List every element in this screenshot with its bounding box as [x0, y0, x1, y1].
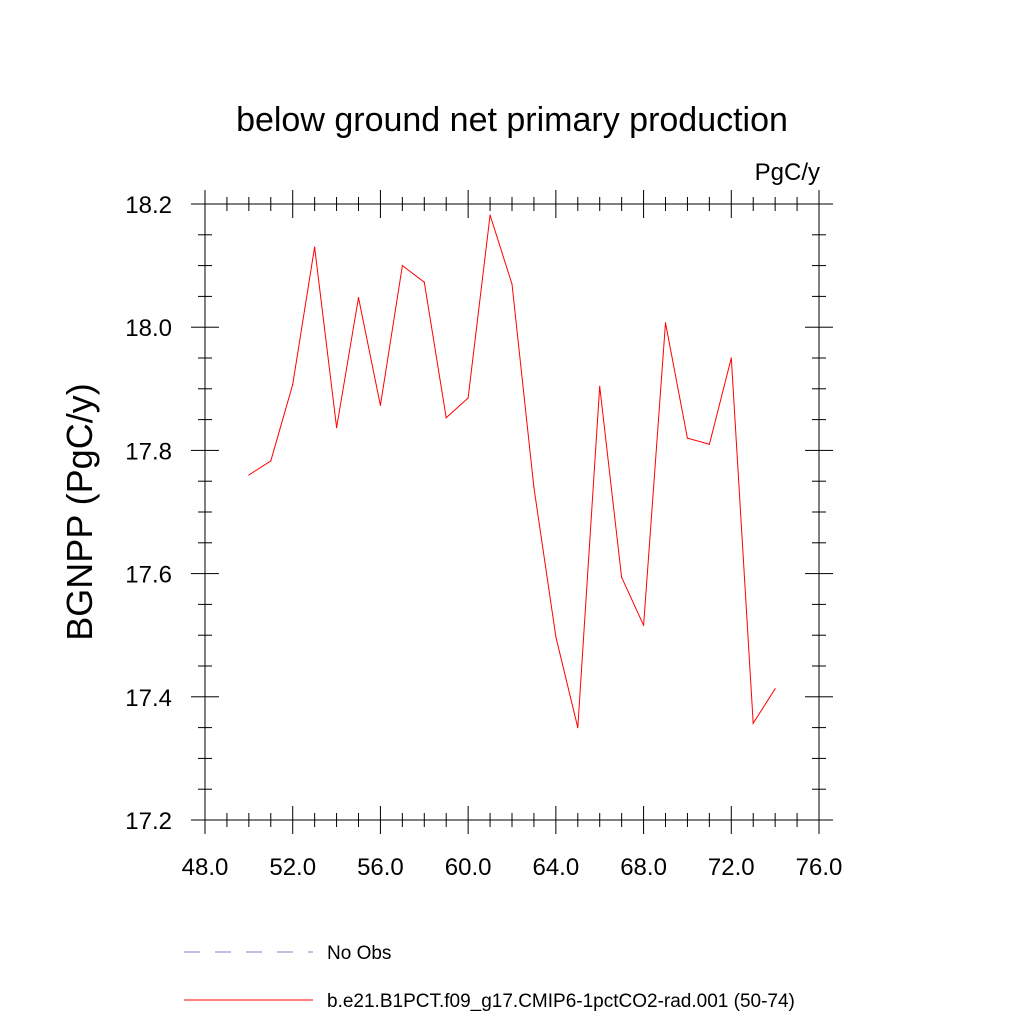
y-tick-label: 18.2 — [125, 192, 172, 219]
data-point — [533, 486, 535, 488]
tick-labels: 48.0 52.0 56.0 60.0 64.0 68.0 72.0 76.0 17.2 17.4… — [125, 192, 842, 881]
data-point — [642, 624, 645, 626]
x-tick-label: 48.0 — [182, 854, 229, 881]
y-tick-label: 17.8 — [125, 438, 172, 465]
x-tick-label: 52.0 — [269, 854, 316, 881]
data-point — [752, 722, 754, 724]
data-point — [730, 357, 732, 359]
x-tick-label: 68.0 — [620, 854, 667, 881]
y-tick-label: 18.0 — [125, 315, 172, 342]
data-point — [401, 265, 403, 267]
data-point — [270, 460, 272, 462]
data-point — [664, 322, 667, 324]
legend-label: No Obs — [327, 943, 391, 964]
y-tick-label: 17.4 — [125, 685, 172, 712]
data-point — [686, 437, 689, 439]
data-point — [423, 281, 425, 283]
data-point — [599, 385, 601, 387]
legend: No Obs b.e21.B1PCT.f09_g17.CMIP6-1pctCO2-… — [184, 943, 795, 1012]
legend-label: b.e21.B1PCT.f09_g17.CMIP6-1pctCO2-rad.00… — [327, 991, 795, 1012]
x-tick-label: 76.0 — [796, 854, 843, 881]
y-axis-label: BGNPP (PgC/y) — [59, 383, 100, 640]
chart-title: below ground net primary production — [236, 101, 788, 139]
axis-ticks — [191, 190, 833, 834]
data-point — [555, 636, 557, 638]
x-tick-label: 64.0 — [532, 854, 579, 881]
data-point — [314, 246, 316, 248]
y-tick-label: 17.6 — [125, 562, 172, 589]
data-point — [357, 297, 360, 299]
data-point — [621, 576, 623, 578]
series-layer — [248, 214, 776, 729]
data-point — [445, 417, 447, 419]
y-tick-label: 17.2 — [125, 808, 172, 835]
units-label: PgC/y — [755, 159, 820, 186]
data-point — [335, 427, 338, 429]
plot-frame — [204, 203, 820, 821]
data-point — [292, 383, 294, 386]
data-point — [511, 283, 513, 285]
data-point — [379, 404, 382, 407]
series-line — [248, 214, 776, 728]
x-tick-label: 56.0 — [357, 854, 404, 881]
x-tick-label: 60.0 — [445, 854, 492, 881]
data-point — [467, 397, 469, 399]
x-tick-label: 72.0 — [708, 854, 755, 881]
data-point — [708, 443, 710, 445]
data-point — [489, 214, 491, 216]
data-point — [577, 727, 579, 729]
data-point — [774, 688, 776, 690]
data-point — [248, 474, 250, 476]
